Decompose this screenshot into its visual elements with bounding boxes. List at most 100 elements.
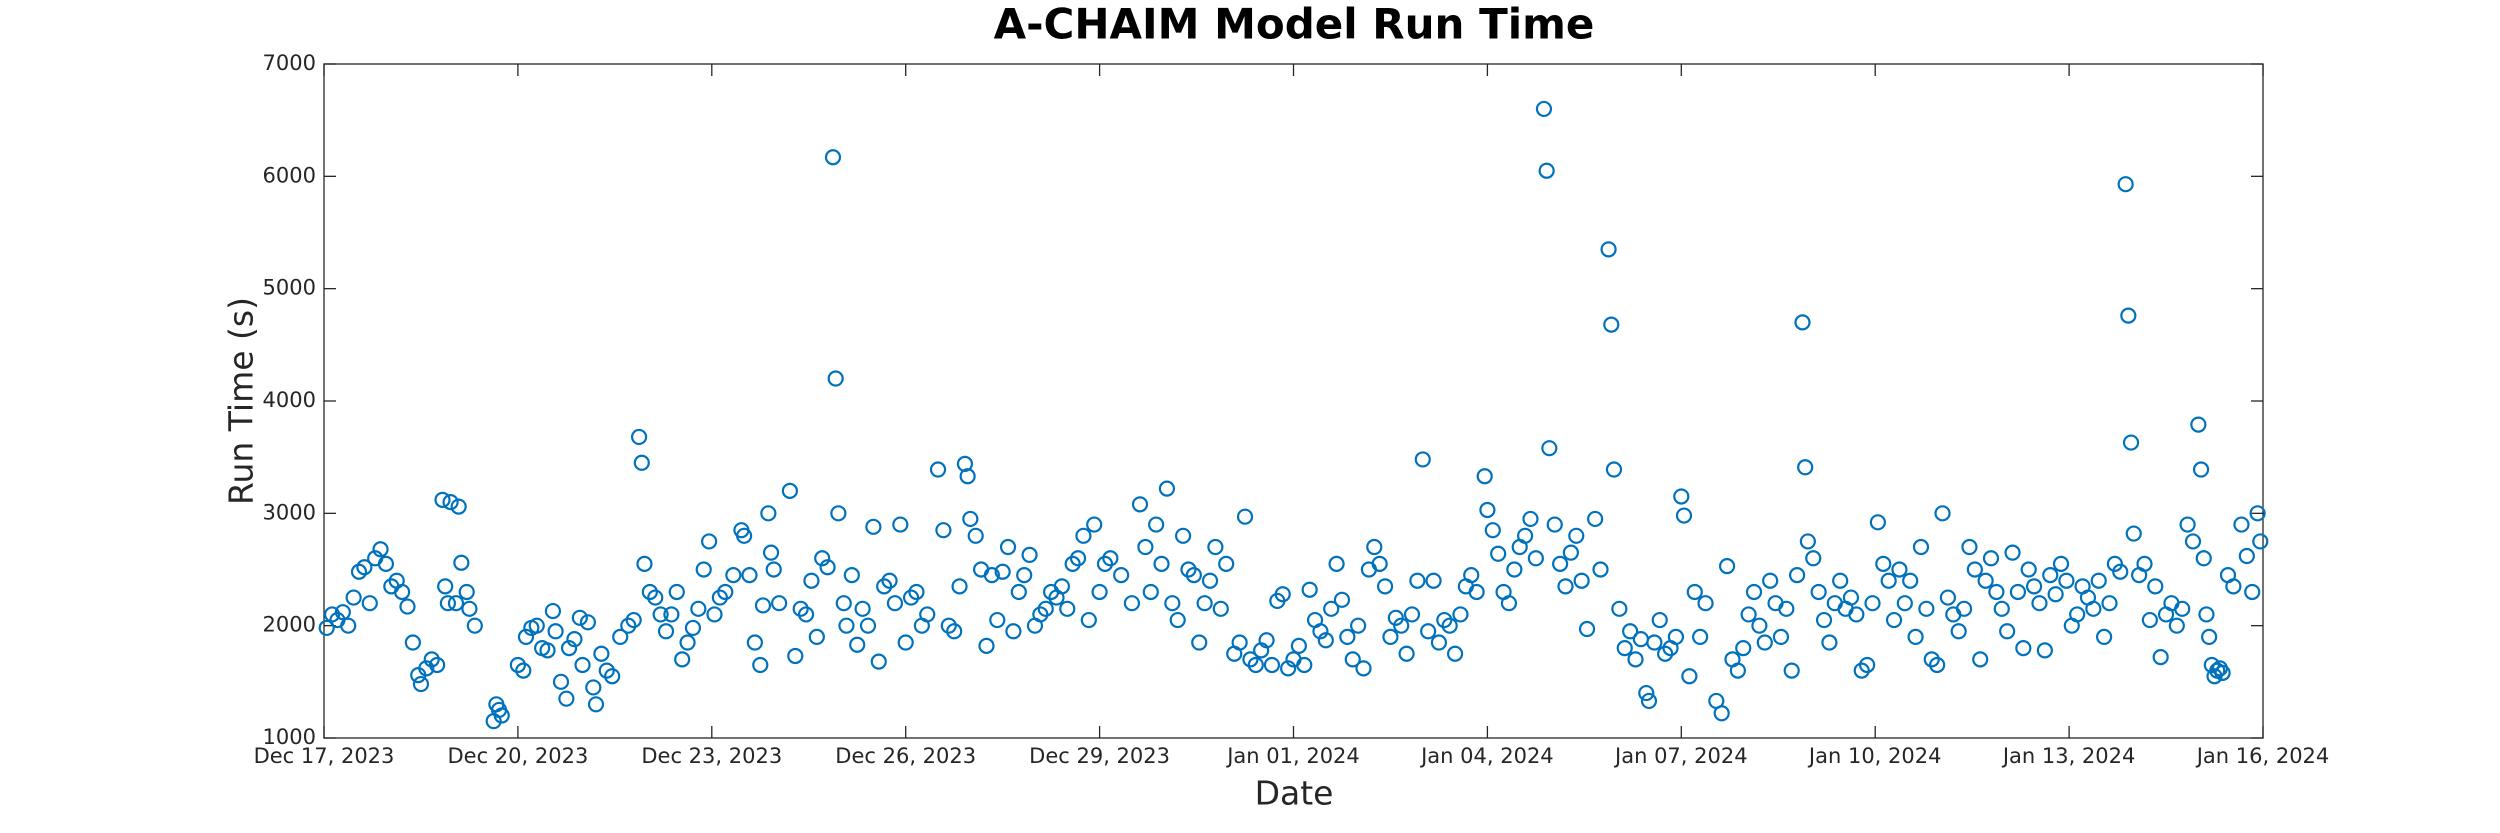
data-point — [2052, 555, 2070, 572]
data-point — [760, 505, 777, 522]
data-point — [1573, 572, 1590, 589]
data-point — [983, 567, 1000, 584]
y-tick-label: 6000 — [263, 163, 316, 187]
data-point — [1875, 555, 1892, 572]
data-point — [2190, 416, 2207, 433]
data-point — [1999, 623, 2016, 640]
data-point — [1783, 662, 1800, 679]
data-point — [1934, 505, 1951, 522]
data-point — [1646, 634, 1663, 651]
data-point — [1797, 459, 1814, 476]
data-point — [1371, 555, 1388, 572]
data-point — [2069, 606, 2086, 623]
data-point — [1622, 623, 1639, 640]
data-point — [1148, 516, 1165, 533]
data-point — [701, 533, 718, 550]
data-point — [1977, 572, 1994, 589]
x-tick-label: Jan 13, 2024 — [2001, 744, 2136, 768]
data-point — [647, 589, 664, 606]
y-tick-label: 4000 — [263, 388, 316, 412]
data-point — [1169, 611, 1186, 629]
data-point — [881, 572, 898, 589]
data-point — [1201, 572, 1219, 589]
data-point — [1231, 634, 1248, 651]
data-point — [1075, 527, 1092, 544]
data-point — [560, 640, 578, 657]
data-point — [1929, 656, 1946, 674]
x-tick-label: Dec 17, 2023 — [254, 744, 395, 768]
data-point — [814, 550, 831, 567]
data-point — [994, 563, 1011, 580]
data-point — [1274, 586, 1291, 603]
data-point — [929, 461, 947, 478]
data-point — [1479, 501, 1496, 519]
data-point — [1500, 595, 1518, 612]
data-point — [434, 491, 451, 508]
data-point — [418, 660, 435, 677]
data-point — [1059, 600, 1076, 617]
data-point — [652, 606, 669, 623]
data-point — [1762, 572, 1779, 589]
data-point — [2096, 628, 2113, 646]
data-point — [1420, 623, 1437, 640]
data-point — [625, 611, 642, 629]
data-point — [2192, 461, 2210, 478]
data-point — [1484, 522, 1501, 539]
data-point — [1366, 538, 1383, 556]
data-point — [1446, 645, 1464, 662]
x-axis-label: Date — [1255, 774, 1334, 813]
data-point — [442, 494, 459, 511]
data-point — [1441, 617, 1458, 634]
data-point — [1196, 595, 1213, 612]
data-point — [1506, 561, 1523, 578]
data-point — [1605, 461, 1623, 478]
data-point — [1815, 611, 1833, 629]
data-point — [1896, 595, 1913, 612]
data-point — [323, 606, 341, 623]
data-point — [1552, 555, 1569, 572]
data-point — [1681, 668, 1698, 685]
data-point — [1810, 583, 1827, 601]
data-point — [962, 510, 979, 528]
data-point — [2025, 578, 2043, 595]
data-point — [1587, 510, 1604, 528]
data-point — [762, 544, 780, 561]
data-point — [334, 604, 351, 621]
data-point — [1436, 611, 1453, 629]
data-point — [1393, 617, 1410, 634]
data-point — [1037, 600, 1054, 617]
x-tick-label: Dec 23, 2023 — [641, 744, 782, 768]
data-point — [1080, 611, 1097, 629]
data-point — [935, 522, 952, 539]
data-point — [679, 634, 696, 651]
data-point — [1301, 581, 1318, 598]
data-point — [725, 567, 742, 584]
data-point — [2042, 567, 2059, 584]
data-point — [946, 623, 963, 640]
data-point — [2168, 617, 2185, 634]
data-point — [2112, 563, 2129, 580]
data-point — [908, 583, 925, 601]
data-point — [1657, 645, 1674, 662]
data-point — [1832, 572, 1849, 589]
data-point — [792, 600, 809, 617]
data-point — [657, 623, 675, 640]
data-point — [1247, 656, 1264, 674]
data-point — [1263, 656, 1281, 674]
data-point — [552, 673, 570, 690]
data-point — [1729, 662, 1746, 679]
data-point — [2203, 656, 2220, 674]
data-point — [830, 505, 847, 522]
y-tick-label: 7000 — [263, 51, 316, 75]
data-point — [1667, 628, 1685, 646]
data-point — [706, 606, 723, 623]
data-point — [1409, 572, 1426, 589]
data-point — [2090, 572, 2107, 589]
data-point — [1069, 550, 1087, 567]
data-point — [447, 595, 465, 612]
data-point — [1476, 468, 1493, 485]
data-point — [1086, 516, 1103, 533]
data-point — [1848, 606, 1865, 623]
data-point — [1891, 561, 1908, 578]
data-point — [2195, 550, 2212, 567]
